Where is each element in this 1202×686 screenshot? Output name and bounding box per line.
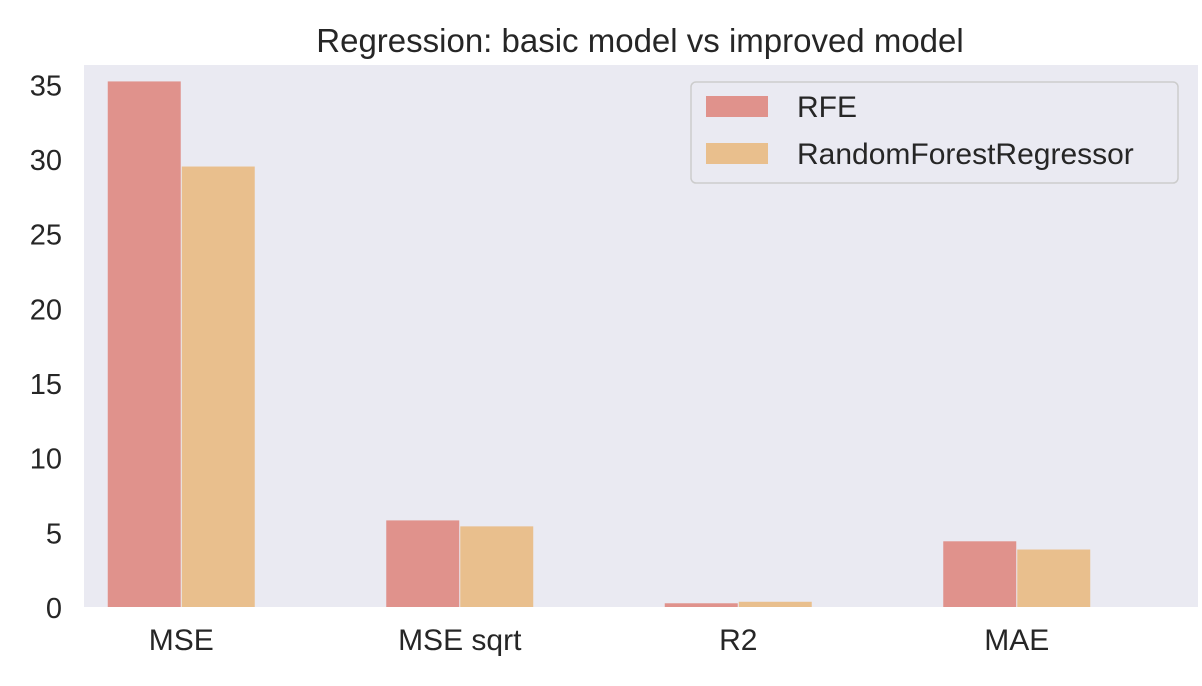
y-axis: 0 5 10 15 20 25 30 35 (30, 70, 62, 625)
bars-group (107, 81, 1091, 607)
y-tick-label-30: 30 (30, 145, 62, 177)
x-tick-label-mae: MAE (984, 624, 1049, 657)
y-tick-label-35: 35 (30, 70, 62, 102)
x-tick-label-r2: R2 (719, 624, 757, 657)
y-tick-label-5: 5 (46, 518, 62, 550)
bar-rfe-mse (107, 81, 181, 607)
legend: RFE RandomForestRegressor (690, 81, 1179, 184)
bar-randomforestregressor-r2 (738, 601, 812, 607)
bar-randomforestregressor-mse (181, 166, 255, 607)
y-tick-label-0: 0 (46, 593, 62, 625)
legend-swatch-randomforestregressor (706, 143, 768, 164)
legend-swatch-rfe (706, 96, 768, 117)
y-tick-label-10: 10 (30, 444, 62, 476)
bar-rfe-mse-sqrt (386, 520, 460, 607)
legend-label-randomforestregressor: RandomForestRegressor (797, 138, 1134, 171)
bar-randomforestregressor-mae (1017, 549, 1091, 607)
y-tick-label-20: 20 (30, 294, 62, 326)
bar-randomforestregressor-mse-sqrt (460, 526, 534, 607)
chart-title: Regression: basic model vs improved mode… (316, 22, 963, 59)
x-axis: MSE MSE sqrt R2 MAE (149, 624, 1050, 657)
y-tick-label-25: 25 (30, 220, 62, 252)
x-tick-label-mse: MSE (149, 624, 214, 657)
bar-rfe-r2 (664, 603, 738, 607)
y-tick-label-15: 15 (30, 369, 62, 401)
legend-box (690, 81, 1179, 184)
bar-rfe-mae (943, 541, 1017, 607)
legend-label-rfe: RFE (797, 91, 857, 124)
x-tick-label-mse-sqrt: MSE sqrt (398, 624, 522, 657)
